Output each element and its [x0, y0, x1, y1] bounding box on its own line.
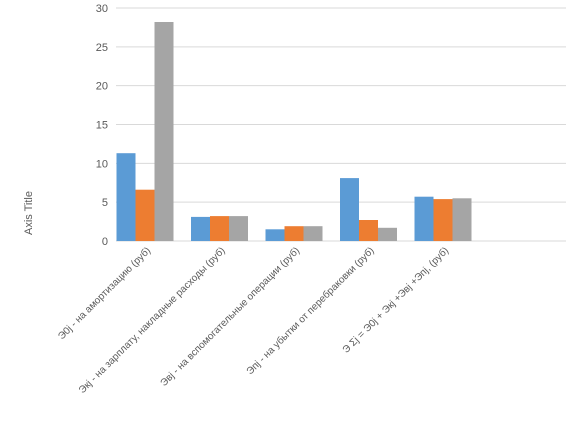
- bars: [116, 22, 472, 241]
- y-tick-label: 0: [102, 236, 108, 248]
- x-category-label: Экj - на зарплату, накладные расходы (ру…: [76, 245, 227, 396]
- y-tick-label: 30: [96, 3, 108, 15]
- x-axis-labels: Э0j - на амортизацию (руб)Экj - на зарпл…: [56, 245, 452, 396]
- x-category-label: Эпj - на убытки от перебраковки (руб): [244, 245, 377, 378]
- bar-series2-cat1: [135, 189, 155, 241]
- bar-series3-cat2: [229, 216, 248, 241]
- y-tick-label: 25: [96, 42, 108, 54]
- bar-series2-cat2: [210, 216, 229, 241]
- y-tick-label: 20: [96, 81, 108, 93]
- bar-series2-cat3: [284, 226, 304, 241]
- bar-series1-cat1: [116, 153, 136, 241]
- bar-series1-cat4: [340, 178, 359, 241]
- y-axis-ticks: 0 5 10 15 20 25 30: [96, 3, 108, 248]
- bar-series1-cat3: [265, 229, 285, 241]
- y-tick-label: 15: [96, 120, 108, 132]
- gridlines: [116, 7, 566, 242]
- bar-series3-cat1: [154, 22, 174, 241]
- x-category-label: Эвj - на вспомогательные операции (руб): [158, 245, 302, 389]
- bar-series3-cat4: [378, 227, 397, 241]
- bar-series2-cat5: [433, 199, 453, 241]
- bar-series1-cat5: [414, 196, 434, 241]
- y-tick-label: 10: [96, 158, 108, 170]
- y-tick-label: 5: [102, 197, 108, 209]
- bar-series2-cat4: [359, 220, 378, 241]
- y-axis-title: Axis Title: [23, 191, 35, 235]
- bar-series3-cat5: [452, 198, 472, 241]
- bar-series3-cat3: [303, 226, 323, 241]
- bar-series1-cat2: [191, 216, 210, 241]
